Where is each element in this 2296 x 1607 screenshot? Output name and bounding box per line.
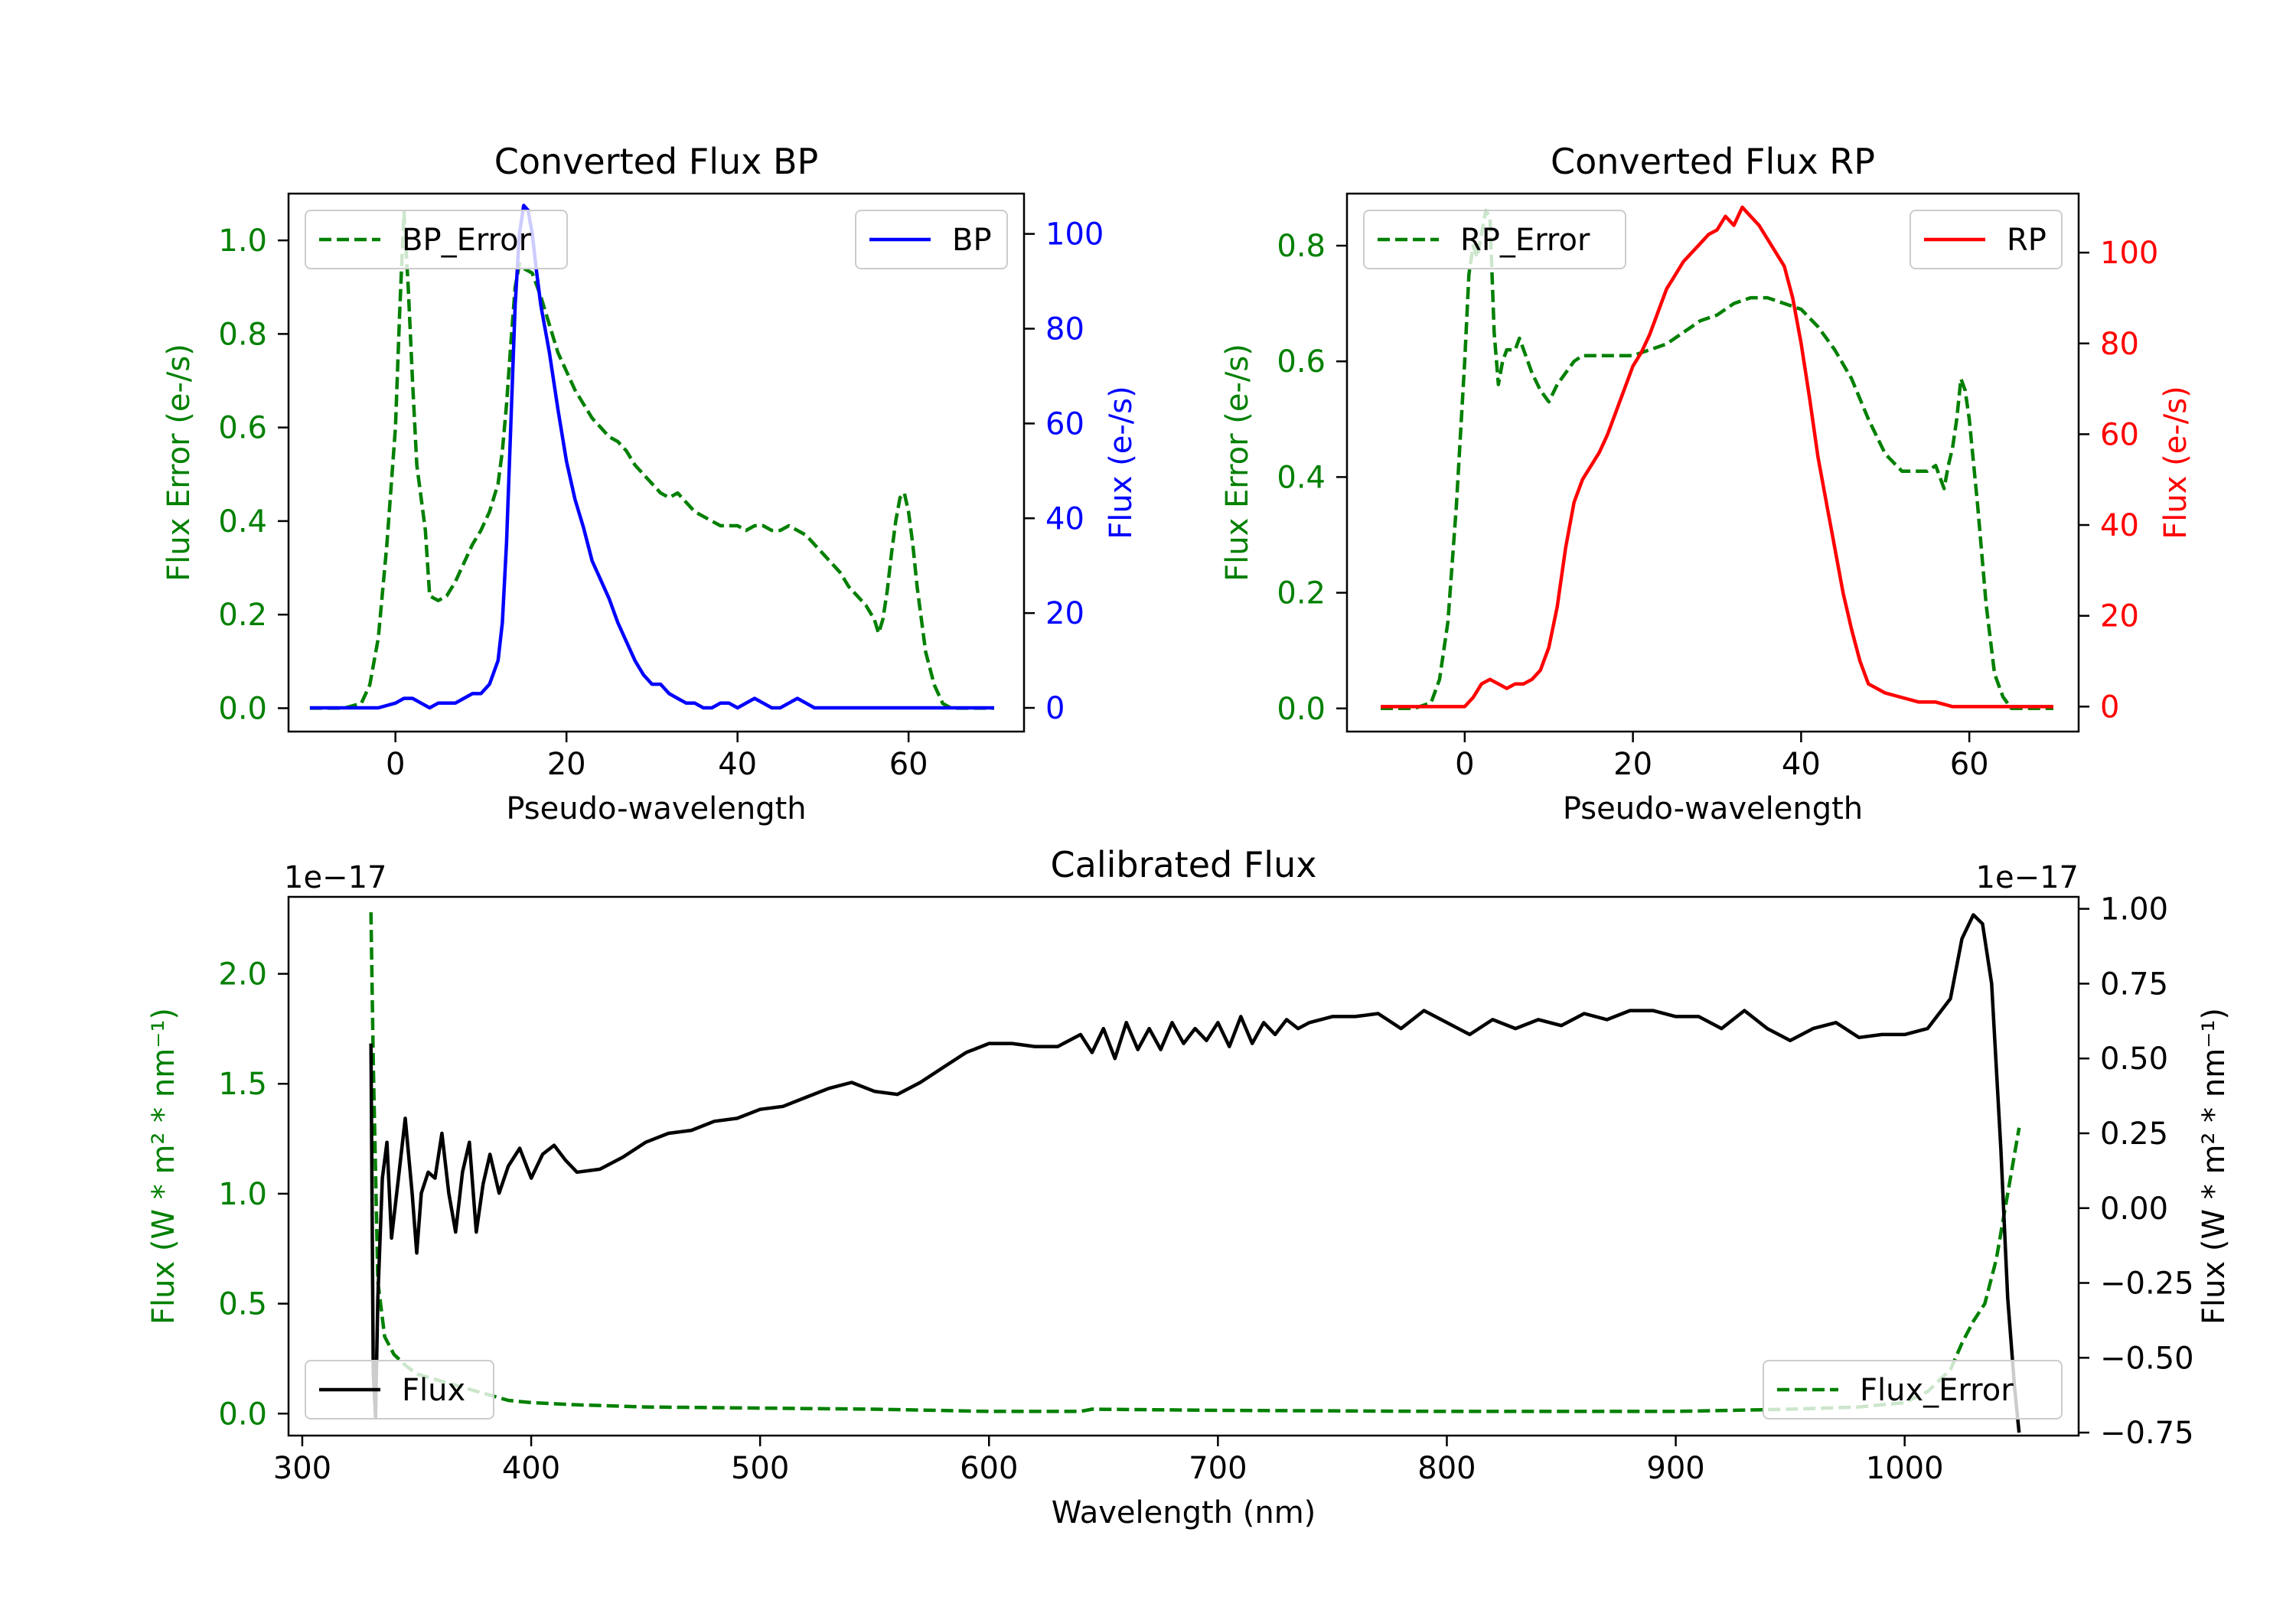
bp-ylabel-left: Flux Error (e-/s) bbox=[161, 344, 197, 582]
bp-xtick-label: 40 bbox=[718, 747, 757, 782]
bp-ytick-left-label: 1.0 bbox=[218, 223, 267, 259]
cal-ytick-right-label: 0.00 bbox=[2100, 1191, 2168, 1227]
cal-ytick-right-label: −0.75 bbox=[2100, 1416, 2194, 1451]
legend-label: Flux bbox=[402, 1373, 465, 1408]
cal-ytick-right-label: −0.25 bbox=[2100, 1266, 2194, 1302]
cal-ytick-right-label: 0.50 bbox=[2100, 1041, 2168, 1077]
rp-ytick-right-label: 100 bbox=[2100, 236, 2158, 271]
rp-title: Converted Flux RP bbox=[1551, 141, 1875, 182]
bp-ytick-left-label: 0.2 bbox=[218, 598, 267, 633]
bp-ytick-right-label: 0 bbox=[1045, 691, 1065, 726]
legend-box bbox=[1363, 210, 1626, 269]
bp-axes-frame bbox=[287, 192, 1026, 733]
bp-ytick-right-label: 60 bbox=[1045, 406, 1084, 442]
cal-series-flux-line bbox=[369, 913, 2021, 1433]
bp-legend-bp-error: BP_Error bbox=[305, 210, 568, 269]
cal-ytick-right-label: 0.25 bbox=[2100, 1116, 2168, 1152]
cal-xtick-label: 300 bbox=[273, 1451, 331, 1486]
rp-xtick-label: 60 bbox=[1950, 747, 1989, 782]
bp-xtick-label: 20 bbox=[547, 747, 586, 782]
bp-ytick-right-label: 20 bbox=[1045, 596, 1084, 631]
rp-legend-rp-error: RP_Error bbox=[1363, 210, 1626, 269]
cal-legend-flux: Flux bbox=[305, 1360, 494, 1420]
legend-box bbox=[1910, 210, 2063, 269]
cal-xtick-label: 400 bbox=[502, 1451, 560, 1486]
bp-ytick-right-label: 80 bbox=[1045, 312, 1084, 347]
bp-ytick-left-label: 0.0 bbox=[218, 691, 267, 726]
cal-ytick-left-label: 0.0 bbox=[218, 1397, 267, 1432]
rp-ytick-left-label: 0.2 bbox=[1277, 576, 1326, 611]
legend-box bbox=[305, 1360, 494, 1420]
rp-chart: Converted Flux RP 0 20 40 60 Pseudo-wavelengt… bbox=[1220, 141, 2193, 826]
legend-box bbox=[305, 210, 568, 269]
cal-ytick-left-label: 1.0 bbox=[218, 1177, 267, 1212]
rp-ylabel-left: Flux Error (e-/s) bbox=[1220, 344, 1255, 582]
rp-xtick-label: 20 bbox=[1613, 747, 1652, 782]
rp-ytick-right-label: 40 bbox=[2100, 508, 2139, 543]
cal-chart: Calibrated Flux 300 400 500 600 700 800 900 1000… bbox=[146, 844, 2232, 1530]
bp-ytick-right-label: 40 bbox=[1045, 501, 1084, 536]
cal-ytick-right-label: 1.00 bbox=[2100, 892, 2168, 927]
cal-offset-right: 1e−17 bbox=[1976, 860, 2079, 895]
bp-title: Converted Flux BP bbox=[494, 141, 819, 182]
cal-ytick-left-label: 0.5 bbox=[218, 1287, 267, 1322]
cal-xtick-label: 800 bbox=[1417, 1451, 1476, 1486]
legend-label: Flux_Error bbox=[1860, 1373, 2014, 1408]
cal-xtick-label: 600 bbox=[960, 1451, 1018, 1486]
bp-ytick-left-label: 0.6 bbox=[218, 411, 267, 446]
bp-ytick-left-label: 0.8 bbox=[218, 317, 267, 352]
bp-ylabel-right: Flux (e-/s) bbox=[1104, 386, 1139, 539]
rp-series-rp-line bbox=[1381, 205, 2053, 709]
legend-box bbox=[1763, 1360, 2063, 1420]
legend-label: BP bbox=[952, 223, 992, 258]
cal-xtick-label: 500 bbox=[731, 1451, 789, 1486]
legend-label: BP_Error bbox=[402, 223, 532, 258]
cal-ylabel-left: Flux (W * m² * nm⁻¹) bbox=[146, 1008, 181, 1325]
rp-axes-frame bbox=[1345, 192, 2080, 733]
bp-xtick-label: 60 bbox=[889, 747, 928, 782]
rp-ytick-right-label: 20 bbox=[2100, 599, 2139, 634]
cal-ytick-right-label: −0.50 bbox=[2100, 1341, 2194, 1376]
cal-xtick-label: 700 bbox=[1189, 1451, 1247, 1486]
rp-xtick-label: 0 bbox=[1455, 747, 1474, 782]
rp-xlabel: Pseudo-wavelength bbox=[1563, 791, 1863, 826]
cal-xtick-label: 900 bbox=[1646, 1451, 1704, 1486]
cal-ylabel-right: Flux (W * m² * nm⁻¹) bbox=[2197, 1008, 2232, 1325]
rp-ytick-right-label: 80 bbox=[2100, 327, 2139, 362]
cal-offset-left: 1e−17 bbox=[284, 860, 386, 895]
rp-ytick-right-label: 0 bbox=[2100, 689, 2119, 725]
cal-ytick-left-label: 2.0 bbox=[218, 957, 267, 993]
rp-ytick-right-label: 60 bbox=[2100, 417, 2139, 452]
bp-series-bp-line bbox=[309, 204, 994, 710]
legend-label: RP bbox=[2007, 223, 2047, 258]
cal-xlabel: Wavelength (nm) bbox=[1052, 1495, 1316, 1530]
cal-ytick-left-label: 1.5 bbox=[218, 1067, 267, 1102]
rp-ytick-left-label: 0.8 bbox=[1277, 229, 1326, 264]
bp-chart: Converted Flux BP 0 20 40 60 Pseudo-wavelengt… bbox=[161, 141, 1139, 826]
rp-ytick-left-label: 0.0 bbox=[1277, 692, 1326, 727]
cal-axes-frame bbox=[287, 895, 2080, 1437]
bp-xtick-label: 0 bbox=[386, 747, 405, 782]
bp-ytick-left-label: 0.4 bbox=[218, 504, 267, 539]
rp-legend-rp: RP bbox=[1910, 210, 2063, 269]
bp-xlabel: Pseudo-wavelength bbox=[506, 791, 806, 826]
bp-ytick-right-label: 100 bbox=[1045, 217, 1104, 253]
bp-legend-bp: BP bbox=[855, 210, 1008, 269]
rp-ylabel-right: Flux (e-/s) bbox=[2158, 386, 2193, 539]
cal-ytick-right-label: 0.75 bbox=[2100, 966, 2168, 1002]
bp-series-bp-error-line bbox=[309, 210, 994, 710]
cal-title: Calibrated Flux bbox=[1051, 844, 1317, 885]
legend-label: RP_Error bbox=[1460, 223, 1590, 258]
rp-ytick-left-label: 0.4 bbox=[1277, 460, 1326, 495]
rp-xtick-label: 40 bbox=[1782, 747, 1821, 782]
legend-box bbox=[855, 210, 1008, 269]
rp-ytick-left-label: 0.6 bbox=[1277, 344, 1326, 380]
cal-legend-flux-error: Flux_Error bbox=[1763, 1360, 2063, 1420]
cal-series-flux-error-line bbox=[369, 912, 2021, 1413]
rp-series-rp-error-line bbox=[1381, 209, 2053, 711]
cal-xtick-label: 1000 bbox=[1866, 1451, 1944, 1486]
